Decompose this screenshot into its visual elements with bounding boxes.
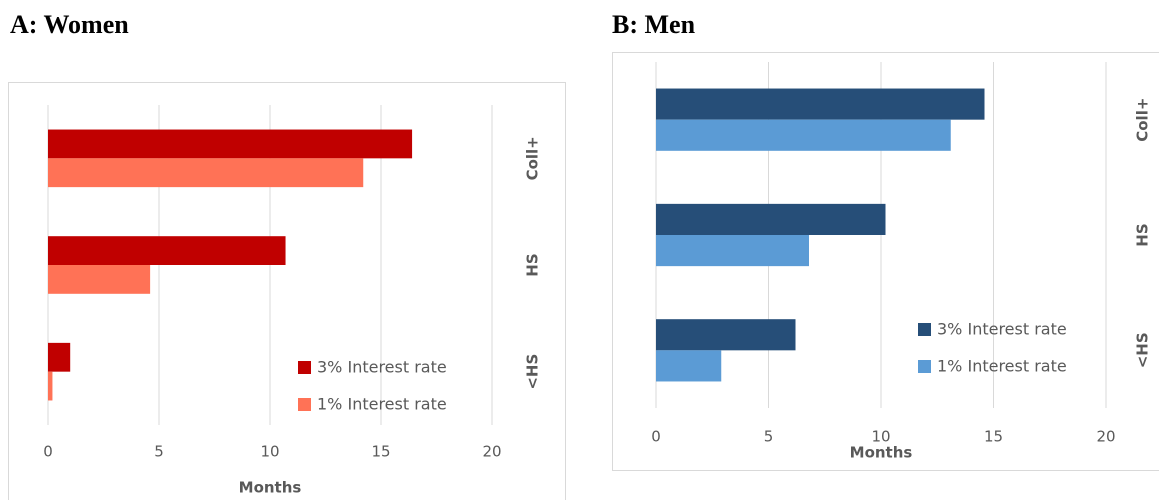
x-tick-label: 5 xyxy=(764,428,774,446)
legend-swatch xyxy=(298,361,311,374)
bar xyxy=(656,119,951,151)
legend-label: 3% Interest rate xyxy=(937,320,1067,339)
x-axis-label: Months xyxy=(239,479,302,497)
bar xyxy=(656,88,985,120)
chart-title: A: Women xyxy=(10,10,129,39)
category-label: Coll+ xyxy=(524,136,542,180)
legend-swatch xyxy=(298,398,311,411)
bar xyxy=(48,236,286,265)
panel-frame xyxy=(612,52,1159,471)
x-axis-label: Months xyxy=(850,444,913,462)
x-tick-label: 0 xyxy=(43,443,53,461)
panel-frame xyxy=(8,82,566,500)
bar xyxy=(656,203,886,235)
legend-swatch xyxy=(918,323,931,336)
x-tick-label: 20 xyxy=(482,443,501,461)
chart-title: B: Men xyxy=(612,10,696,39)
bar xyxy=(48,158,364,188)
x-tick-label: 15 xyxy=(371,443,390,461)
bar xyxy=(656,235,809,267)
x-tick-label: 0 xyxy=(651,428,661,446)
legend-label: 1% Interest rate xyxy=(317,395,447,414)
category-label: Coll+ xyxy=(1134,98,1152,142)
category-label: <HS xyxy=(524,354,542,390)
legend-label: 1% Interest rate xyxy=(937,357,1067,376)
x-tick-label: 10 xyxy=(871,428,890,446)
x-tick-label: 20 xyxy=(1096,428,1115,446)
category-label: <HS xyxy=(1134,332,1152,368)
bar xyxy=(656,319,796,351)
x-tick-label: 10 xyxy=(260,443,279,461)
category-label: HS xyxy=(1134,223,1152,246)
x-tick-label: 5 xyxy=(154,443,164,461)
bar xyxy=(48,371,53,401)
bar xyxy=(48,129,413,159)
legend-label: 3% Interest rate xyxy=(317,358,447,377)
category-label: HS xyxy=(524,253,542,276)
bar xyxy=(48,265,151,294)
bar xyxy=(48,342,71,372)
bar xyxy=(656,350,722,382)
x-tick-label: 15 xyxy=(984,428,1003,446)
legend-swatch xyxy=(918,360,931,373)
